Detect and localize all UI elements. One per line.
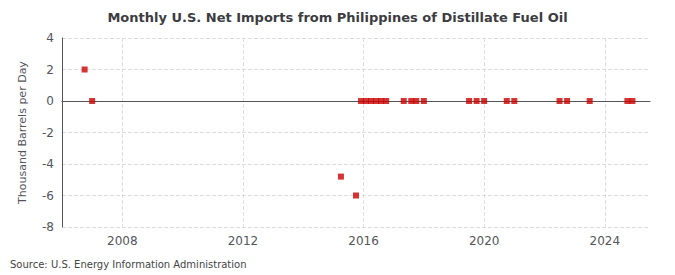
svg-text:Monthly U.S. Net Imports from: Monthly U.S. Net Imports from Philippine…	[107, 10, 567, 25]
svg-text:2020: 2020	[469, 234, 500, 248]
svg-text:2012: 2012	[228, 234, 259, 248]
svg-text:0: 0	[46, 94, 54, 108]
svg-text:Source: U.S. Energy Informatio: Source: U.S. Energy Information Administ…	[10, 259, 247, 270]
svg-text:2: 2	[46, 63, 54, 77]
svg-text:-6: -6	[42, 189, 54, 203]
svg-text:2008: 2008	[107, 234, 138, 248]
svg-text:-2: -2	[42, 126, 54, 140]
svg-text:-8: -8	[42, 220, 54, 234]
svg-text:4: 4	[46, 31, 54, 45]
svg-text:2024: 2024	[589, 234, 620, 248]
svg-text:Thousand Barrels per Day: Thousand Barrels per Day	[16, 61, 29, 205]
svg-text:2016: 2016	[348, 234, 379, 248]
svg-text:-4: -4	[42, 157, 54, 171]
